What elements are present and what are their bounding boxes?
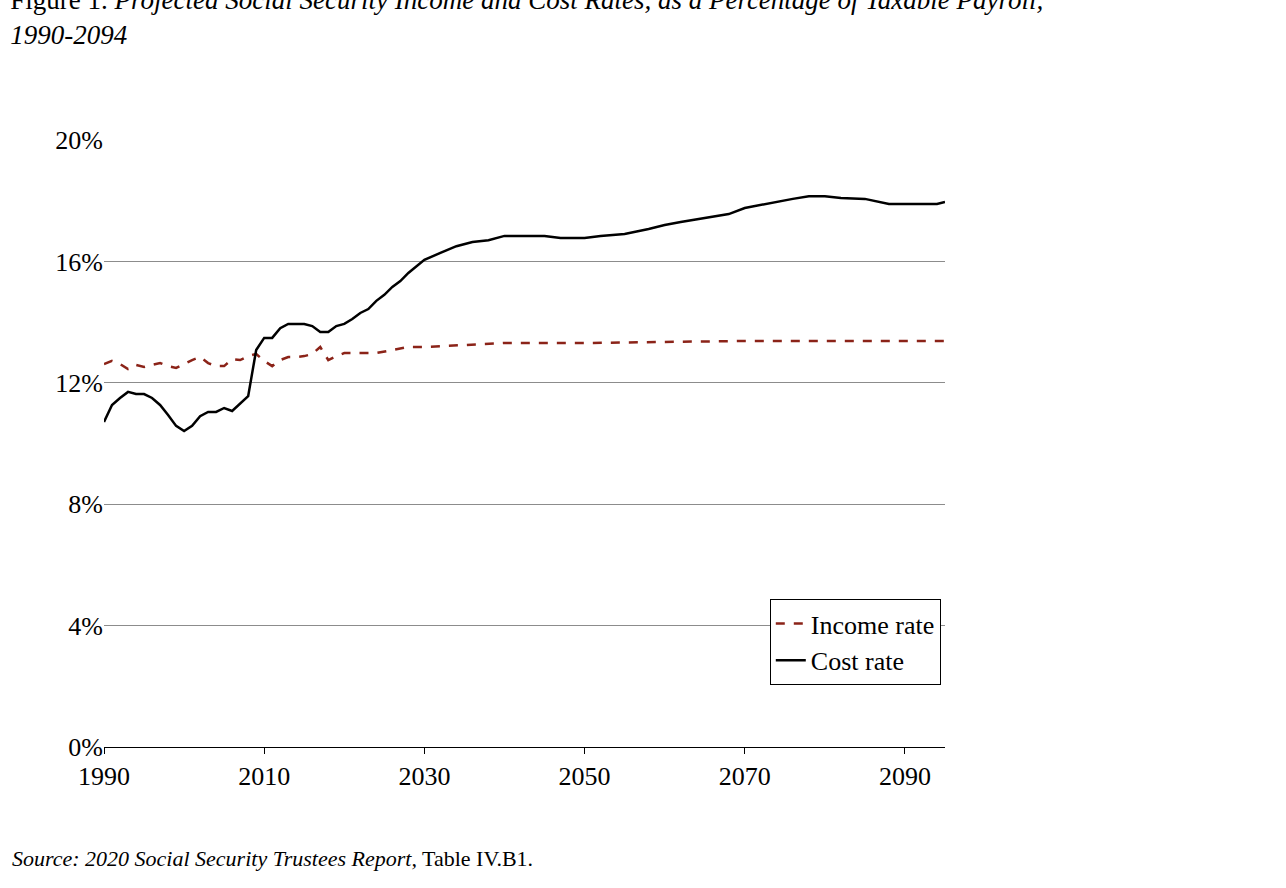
svg-text:4%: 4% (68, 612, 103, 641)
svg-text:2010: 2010 (238, 762, 290, 791)
svg-text:16%: 16% (55, 248, 103, 277)
svg-text:20%: 20% (55, 126, 103, 155)
svg-text:Source: 2020 Social Security T: Source: 2020 Social Security Trustees Re… (12, 846, 533, 871)
svg-text:12%: 12% (55, 369, 103, 398)
svg-text:Cost rate: Cost rate (811, 647, 904, 676)
svg-text:2070: 2070 (719, 762, 771, 791)
svg-text:Figure 1. Projected Social Sec: Figure 1. Projected Social Security Inco… (10, 0, 1043, 50)
svg-text:0%: 0% (68, 733, 103, 762)
svg-text:2030: 2030 (398, 762, 450, 791)
svg-text:2050: 2050 (559, 762, 611, 791)
svg-text:2090: 2090 (879, 762, 931, 791)
svg-text:8%: 8% (68, 490, 103, 519)
svg-text:Income rate: Income rate (811, 611, 934, 640)
svg-text:1990: 1990 (78, 762, 130, 791)
